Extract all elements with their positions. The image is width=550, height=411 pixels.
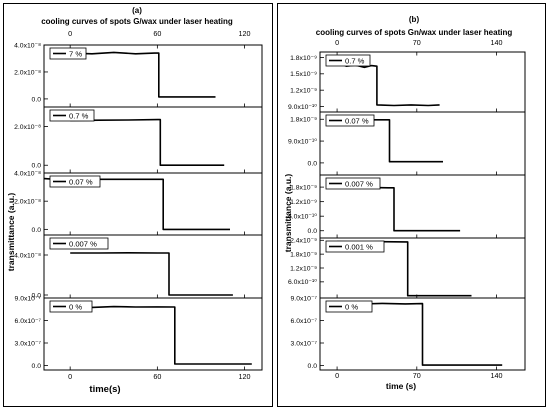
series-line bbox=[70, 51, 216, 98]
panel-a: (a) cooling curves of spots G/wax under … bbox=[3, 3, 273, 407]
panel-a-border bbox=[3, 3, 273, 407]
series-line bbox=[337, 186, 461, 232]
y-tick-label: 2.0x10⁻⁸ bbox=[14, 124, 41, 131]
legend-box bbox=[325, 114, 375, 127]
legend-label: 0.07 % bbox=[69, 178, 93, 187]
y-tick-label: 2.4x10⁻⁹ bbox=[290, 238, 317, 245]
y-tick-label: 6.0x10⁻¹⁰ bbox=[288, 214, 317, 221]
legend-label: 0.7 % bbox=[345, 57, 365, 66]
x-tick-label-top: 120 bbox=[239, 29, 251, 38]
panel-a-title: cooling curves of spots G/wax under lase… bbox=[41, 17, 233, 26]
y-tick-label: 3.0x10⁻⁷ bbox=[15, 340, 42, 347]
legend-box bbox=[325, 240, 385, 253]
subplot-frame bbox=[43, 297, 263, 371]
x-tick-label: 0 bbox=[68, 372, 72, 381]
legend-label: 7 % bbox=[69, 50, 82, 59]
y-tick-label: 6.0x10⁻⁷ bbox=[291, 318, 318, 325]
y-tick-label: 1.8x10⁻⁹ bbox=[290, 55, 317, 62]
x-tick-label-top: 140 bbox=[491, 38, 503, 47]
x-tick-label-top: 70 bbox=[413, 38, 421, 47]
legend-box bbox=[49, 300, 93, 313]
series-line bbox=[336, 61, 440, 107]
x-tick-label: 60 bbox=[153, 372, 161, 381]
panel-a-label: (a) bbox=[132, 6, 142, 15]
y-tick-label: 0.0 bbox=[32, 163, 42, 170]
panel-b-x-axis-label: time (s) bbox=[386, 381, 416, 391]
y-tick-label: 0.0 bbox=[308, 363, 318, 370]
series-line bbox=[70, 118, 225, 166]
x-tick-label: 0 bbox=[335, 371, 339, 380]
y-tick-label: 6.0x10⁻⁷ bbox=[15, 318, 42, 325]
y-tick-label: 9.0x10⁻⁷ bbox=[15, 295, 42, 302]
subplot-1: 1.8x10⁻⁹ 1.5x10⁻⁹ 1.2x10⁻⁹ 9.0x10⁻¹⁰ 0 70 140 0… bbox=[288, 38, 526, 113]
panel-b-y-axis-label: transmittance (a.u.) bbox=[283, 174, 293, 253]
x-tick-label: 140 bbox=[491, 371, 503, 380]
legend-label: 0.001 % bbox=[345, 243, 373, 252]
subplot-frame bbox=[319, 297, 526, 371]
legend-label: 0.007 % bbox=[345, 180, 373, 189]
y-tick-label: 9.0x10⁻¹⁰ bbox=[288, 104, 317, 111]
y-tick-label: 1.2x10⁻⁹ bbox=[290, 199, 317, 206]
legend-box bbox=[325, 54, 371, 67]
panel-b-plots: 1.8x10⁻⁹ 1.5x10⁻⁹ 1.2x10⁻⁹ 9.0x10⁻¹⁰ 0 70 140 0… bbox=[288, 38, 526, 380]
y-tick-label: 2.0x10⁻⁸ bbox=[14, 199, 41, 206]
legend-label: 0.7 % bbox=[69, 112, 89, 121]
panel-a-y-axis-label: transmittance (a.u.) bbox=[6, 193, 16, 272]
y-tick-label: 1.8x10⁻⁹ bbox=[290, 252, 317, 259]
x-tick-label: 120 bbox=[239, 372, 251, 381]
x-tick-label-top: 0 bbox=[68, 29, 72, 38]
y-tick-label: 1.2x10⁻⁹ bbox=[290, 265, 317, 272]
y-tick-label: 0.0 bbox=[32, 292, 42, 299]
panel-b: (b) cooling curves of spots Gn/wax under… bbox=[277, 3, 546, 407]
subplot-4: 4.0x10⁻⁸ 0.0 0.007 % bbox=[14, 234, 263, 299]
y-tick-label: 0.0 bbox=[308, 160, 318, 167]
legend-box bbox=[49, 47, 87, 60]
y-tick-label: 4.0x10⁻⁸ bbox=[14, 42, 41, 49]
y-tick-label: 2.0x10⁻⁸ bbox=[14, 69, 41, 76]
legend-box bbox=[325, 300, 373, 313]
subplot-5: 9.0x10⁻⁷ 6.0x10⁻⁷ 3.0x10⁻⁷ 0.0 0 70 140 0 % bbox=[291, 295, 526, 380]
legend-box bbox=[49, 175, 101, 188]
y-tick-label: 4.0x10⁻⁸ bbox=[14, 252, 41, 259]
legend-box bbox=[325, 177, 381, 190]
subplot-2: 2.0x10⁻⁸ 0.0 0.7 % bbox=[14, 106, 263, 174]
y-tick-label: 9.0x10⁻⁷ bbox=[291, 295, 318, 302]
series-line bbox=[70, 252, 233, 296]
x-tick-label-top: 60 bbox=[153, 29, 161, 38]
y-tick-label: 0.0 bbox=[32, 96, 42, 103]
legend-label: 0 % bbox=[345, 303, 358, 312]
legend-box bbox=[49, 237, 109, 250]
panel-a-x-axis-label: time(s) bbox=[89, 384, 120, 395]
legend-box bbox=[49, 109, 95, 122]
legend-label: 0 % bbox=[69, 303, 82, 312]
panel-b-label: (b) bbox=[409, 15, 420, 24]
panel-b-border bbox=[277, 3, 546, 407]
y-tick-label: 0.0 bbox=[32, 227, 42, 234]
subplot-3: 1.8x10⁻⁹ 1.2x10⁻⁹ 6.0x10⁻¹⁰ 0.0 0.007 % bbox=[288, 174, 526, 239]
y-tick-label: 1.8x10⁻⁹ bbox=[290, 185, 317, 192]
subplot-2: 1.8x10⁻⁹ 9.0x10⁻¹⁰ 0.0 0.07 % bbox=[288, 111, 526, 176]
x-tick-label: 70 bbox=[413, 371, 421, 380]
y-tick-label: 1.5x10⁻⁹ bbox=[290, 71, 317, 78]
panel-b-title: cooling curves of spots Gn/wax under las… bbox=[316, 28, 513, 37]
subplot-5: 9.0x10⁻⁷ 6.0x10⁻⁷ 3.0x10⁻⁷ 0.0 0 60 120 0 % bbox=[15, 295, 263, 381]
legend-label: 0.07 % bbox=[345, 117, 369, 126]
y-tick-label: 9.0x10⁻¹⁰ bbox=[288, 138, 317, 145]
y-tick-label: 0.0 bbox=[308, 228, 318, 235]
y-tick-label: 3.0x10⁻⁷ bbox=[291, 340, 318, 347]
x-tick-label-top: 0 bbox=[335, 38, 339, 47]
y-tick-label: 6.0x10⁻¹⁰ bbox=[288, 279, 317, 286]
series-line bbox=[70, 305, 252, 365]
y-tick-label: 4.0x10⁻⁸ bbox=[14, 170, 41, 177]
y-tick-label: 1.8x10⁻⁹ bbox=[290, 117, 317, 124]
series-line bbox=[337, 302, 503, 366]
subplot-4: 2.4x10⁻⁹ 1.8x10⁻⁹ 1.2x10⁻⁹ 6.0x10⁻¹⁰ 0.001 % bbox=[288, 237, 526, 299]
y-tick-label: 0.0 bbox=[32, 363, 42, 370]
y-tick-label: 1.2x10⁻⁹ bbox=[290, 88, 317, 95]
subplot-1: 4.0x10⁻⁸ 2.0x10⁻⁸ 0.0 0 60 120 7 % bbox=[14, 29, 263, 108]
legend-label: 0.007 % bbox=[69, 240, 97, 249]
subplot-3: 4.0x10⁻⁸ 2.0x10⁻⁸ 0.0 0.07 % bbox=[14, 170, 263, 236]
